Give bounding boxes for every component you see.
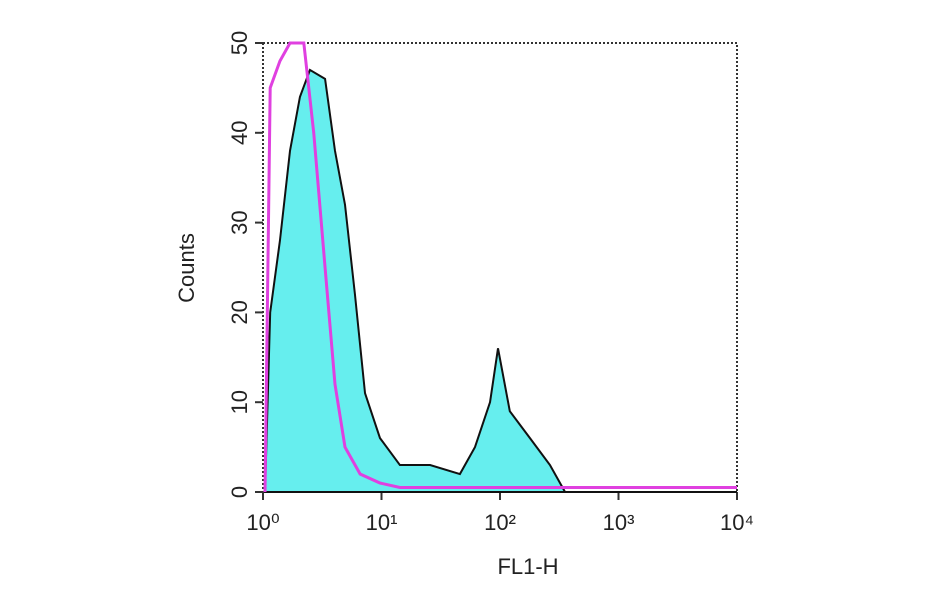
x-tick-label: 10¹ xyxy=(366,510,398,535)
y-tick-label: 50 xyxy=(227,31,252,55)
x-axis-label: FL1-H xyxy=(497,554,558,579)
x-tick-label: 10³ xyxy=(603,510,635,535)
y-tick-label: 0 xyxy=(227,486,252,498)
x-tick-label: 10² xyxy=(484,510,516,535)
histogram-area xyxy=(263,68,737,493)
x-tick-label: 10⁰ xyxy=(246,510,279,535)
x-tick-label: 10⁴ xyxy=(720,510,754,535)
y-tick-label: 40 xyxy=(227,121,252,145)
histogram-line xyxy=(263,41,737,493)
y-tick-label: 20 xyxy=(227,300,252,324)
y-axis-label: Counts xyxy=(174,233,199,303)
y-tick-label: 10 xyxy=(227,390,252,414)
y-tick-label: 30 xyxy=(227,210,252,234)
